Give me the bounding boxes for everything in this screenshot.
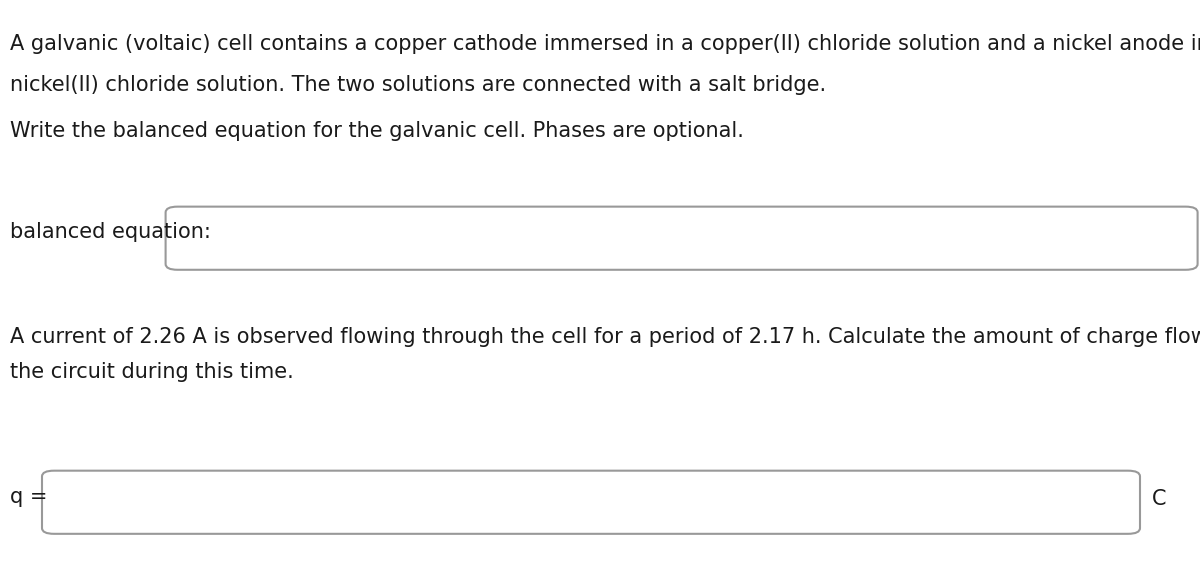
Text: nickel(II) chloride solution. The two solutions are connected with a salt bridge: nickel(II) chloride solution. The two so…: [10, 75, 826, 95]
Text: balanced equation:: balanced equation:: [10, 223, 210, 242]
Text: the circuit during this time.: the circuit during this time.: [10, 362, 293, 382]
Text: Write the balanced equation for the galvanic cell. Phases are optional.: Write the balanced equation for the galv…: [10, 121, 744, 141]
Text: q =: q =: [10, 487, 47, 506]
Text: A galvanic (voltaic) cell contains a copper cathode immersed in a copper(II) chl: A galvanic (voltaic) cell contains a cop…: [10, 34, 1200, 55]
Text: C: C: [1152, 490, 1166, 509]
Text: A current of 2.26 A is observed flowing through the cell for a period of 2.17 h.: A current of 2.26 A is observed flowing …: [10, 327, 1200, 347]
